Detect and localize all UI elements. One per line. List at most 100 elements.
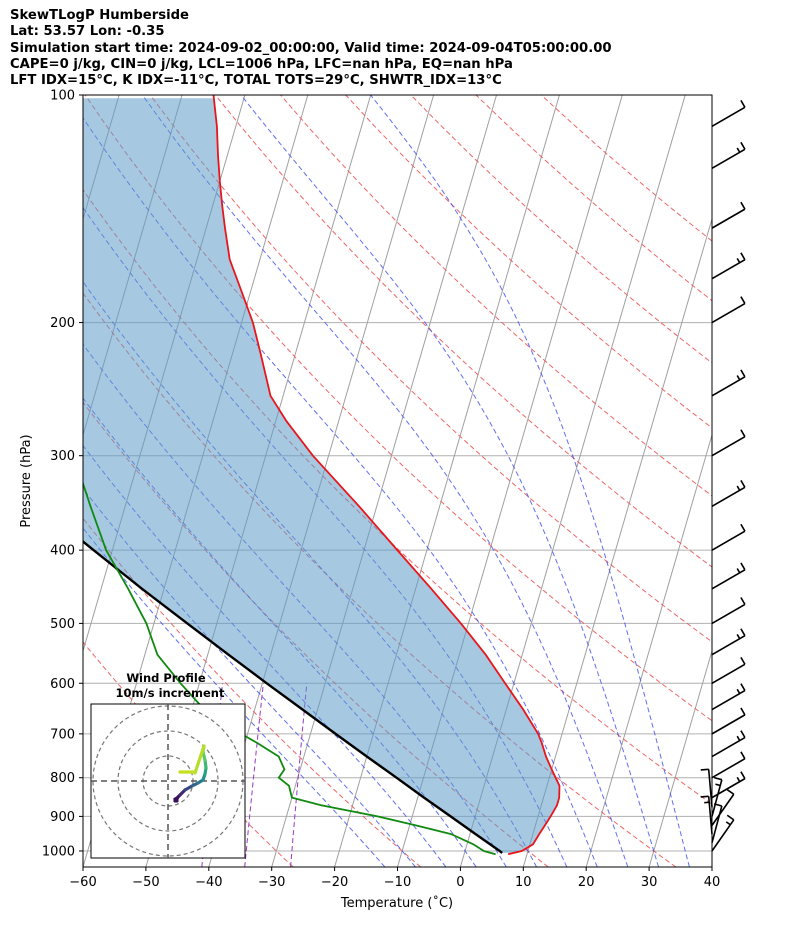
x-tick-label: −40 <box>195 875 222 890</box>
barb-staff <box>707 769 713 808</box>
hodograph-segment <box>193 744 206 775</box>
barb-half-flag <box>736 735 741 741</box>
chart-title: SkewTLogP Humberside <box>10 8 190 23</box>
moist-adiabat <box>370 95 690 867</box>
indices-text-1: CAPE=0 j/kg, CIN=0 j/kg, LCL=1006 hPa, L… <box>10 56 513 72</box>
barb-half-flag <box>736 147 741 153</box>
barb-flag <box>740 99 746 108</box>
temperature-line <box>212 95 561 856</box>
x-tick-label: −30 <box>258 875 285 890</box>
barb-half-flag <box>736 688 741 694</box>
y-tick-label: 600 <box>50 677 75 692</box>
x-tick-label: 40 <box>704 875 721 890</box>
y-tick-label: 900 <box>50 810 75 825</box>
isotherm-line <box>711 865 712 867</box>
barb-staff <box>711 208 746 229</box>
barb-flag <box>740 479 746 488</box>
barb-half-flag <box>736 375 741 381</box>
wind-barb <box>711 597 746 625</box>
wind-barb <box>711 429 746 457</box>
y-tick-label: 700 <box>50 727 75 742</box>
moist-adiabat <box>83 444 447 867</box>
mixing-ratio-line <box>290 683 308 867</box>
barb-flag <box>740 597 746 605</box>
time-text: Simulation start time: 2024-09-02_00:00:… <box>10 40 612 56</box>
y-tick-label: 100 <box>50 89 75 104</box>
barb-flag <box>740 771 746 780</box>
wind-barb <box>711 141 746 169</box>
cape-shading <box>83 98 560 853</box>
y-tick-label: 200 <box>50 316 75 331</box>
isotherm-line <box>522 217 712 867</box>
y-tick-label: 800 <box>50 771 75 786</box>
barb-staff <box>711 436 746 457</box>
barb-flag <box>740 296 746 304</box>
x-tick-label: 10 <box>515 875 532 890</box>
moist-adiabat <box>83 527 386 867</box>
dry-adiabat <box>280 95 712 497</box>
barb-staff <box>711 106 746 127</box>
wind-barb <box>711 628 746 656</box>
barb-flag <box>726 789 735 795</box>
barb-staff <box>711 758 746 779</box>
barb-flag <box>700 768 709 771</box>
barb-flag <box>740 369 746 378</box>
x-axis-label: Temperature (˚C) <box>340 895 453 911</box>
barb-flag <box>740 141 746 150</box>
wind-barb <box>711 776 723 817</box>
wind-barb <box>711 252 746 280</box>
barb-flag <box>740 683 746 691</box>
wind-barb <box>711 479 746 507</box>
barb-staff <box>711 819 735 852</box>
barb-half-flag <box>736 485 741 491</box>
x-tick-label: −60 <box>69 875 96 890</box>
x-tick-label: −20 <box>321 875 348 890</box>
isotherm-line <box>648 649 712 867</box>
barb-flag <box>740 252 746 261</box>
barb-staff <box>711 805 723 843</box>
moist-adiabat <box>83 487 416 867</box>
wind-barb <box>700 795 713 835</box>
barb-flag <box>740 751 746 760</box>
barb-half-flag <box>736 568 741 574</box>
barb-half-flag <box>725 821 731 826</box>
mixing-ratio-line <box>244 683 264 867</box>
profile-lines <box>83 95 561 856</box>
barb-flag <box>740 429 746 438</box>
axes: −60 −50 −40 −30 −20 −10 0 10 20 30 40 100 200 300 400 5… <box>42 89 720 891</box>
barb-staff <box>711 714 746 735</box>
wind-barb <box>711 369 746 397</box>
dry-adiabat <box>540 95 712 242</box>
hodograph-body <box>91 704 245 858</box>
y-tick-label: 400 <box>50 544 75 559</box>
barb-flag <box>713 776 723 781</box>
wind-barb <box>711 814 735 852</box>
barb-half-flag <box>736 633 741 640</box>
wind-barbs <box>700 99 746 852</box>
barb-flag <box>740 628 746 637</box>
hodograph-title: Wind Profile <box>126 671 206 685</box>
hodograph-ring <box>117 730 219 832</box>
barb-staff <box>711 663 746 684</box>
barb-flag <box>740 523 746 532</box>
wind-barb <box>711 789 735 826</box>
x-tick-label: −50 <box>132 875 159 890</box>
barb-flag <box>726 814 735 821</box>
y-axis-label: Pressure (hPa) <box>19 434 34 527</box>
wind-barb <box>711 562 746 590</box>
barb-flag <box>740 707 746 716</box>
wind-barb <box>711 523 746 551</box>
barb-flag <box>740 201 746 210</box>
wind-barb <box>711 707 746 735</box>
barb-staff <box>711 530 746 551</box>
location-text: Lat: 53.57 Lon: -0.35 <box>10 24 165 40</box>
parcel-line <box>83 540 503 854</box>
barb-half-flag <box>736 258 741 264</box>
x-tick-label: 0 <box>456 875 464 890</box>
barb-staff <box>711 603 746 625</box>
barb-staff <box>707 796 713 835</box>
isotherm-line <box>585 433 712 867</box>
y-tick-label: 300 <box>50 449 75 464</box>
